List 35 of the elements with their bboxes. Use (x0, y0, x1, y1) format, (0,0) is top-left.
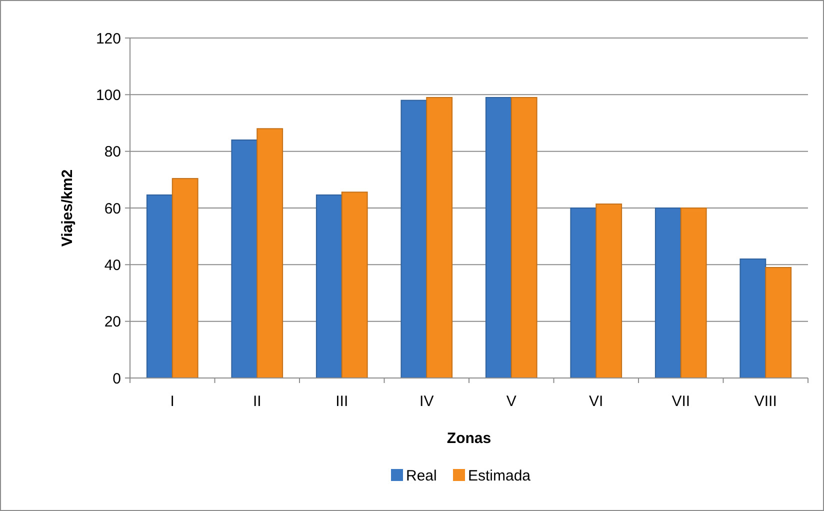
y-tick-label: 20 (104, 314, 121, 331)
bar (426, 97, 453, 378)
x-tick-label: VIII (754, 393, 777, 410)
bar (256, 128, 284, 378)
bar (341, 192, 368, 378)
bar (231, 140, 258, 378)
bar (485, 97, 512, 378)
bar (570, 208, 597, 378)
bar (740, 258, 766, 378)
bar (400, 100, 428, 378)
x-tick-label: VI (589, 393, 604, 410)
x-axis-title: Zonas (446, 430, 492, 447)
x-tick-label: II (252, 393, 262, 410)
bar (654, 208, 682, 378)
y-tick-label: 60 (104, 200, 121, 218)
bar (596, 204, 622, 378)
x-tick-label: VII (672, 393, 690, 410)
bar (146, 194, 173, 378)
x-tick-label: I (170, 393, 174, 410)
y-tick-label: 40 (104, 256, 121, 274)
bar (316, 194, 342, 378)
bar (680, 208, 707, 378)
y-axis-title: Viajes/km2 (59, 169, 76, 247)
bar (510, 97, 538, 378)
y-tick-label: 0 (112, 370, 121, 388)
x-tick-label: V (506, 393, 516, 410)
legend-label: Real (406, 467, 437, 484)
bar (765, 267, 792, 378)
y-tick-label: 80 (104, 144, 121, 161)
x-tick-label: IV (420, 393, 434, 410)
y-tick-label: 120 (96, 30, 121, 48)
x-tick-label: III (336, 393, 348, 410)
legend-label: Estimada (468, 467, 532, 484)
bar (172, 178, 198, 378)
y-tick-label: 100 (96, 86, 121, 104)
